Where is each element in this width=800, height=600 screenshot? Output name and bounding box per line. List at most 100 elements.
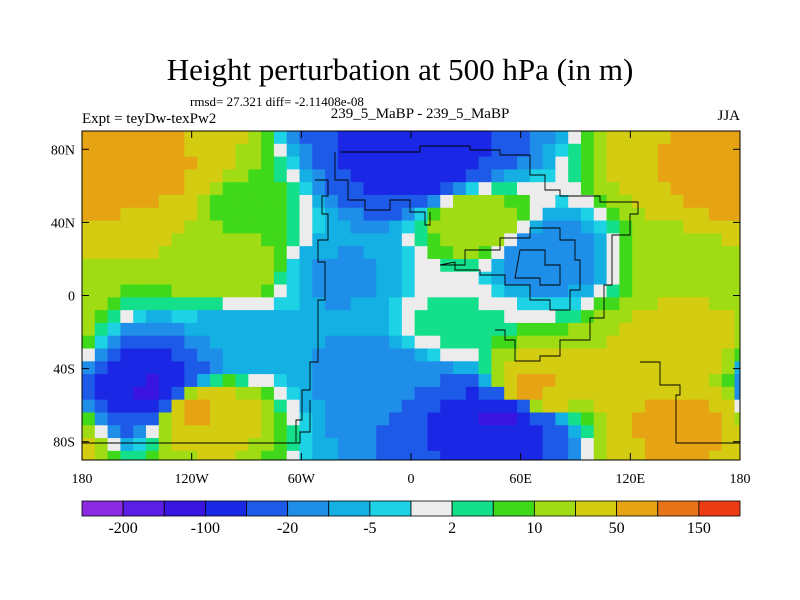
field-cell [286,450,301,460]
field-cell [286,412,301,426]
field-cell [286,182,301,196]
field-cell [453,310,467,324]
field-cell [427,322,441,337]
field-cell [568,348,582,362]
colorbar-label: 150 [687,520,711,537]
field-cell [209,156,224,170]
field-cell [363,335,377,350]
field-cell [120,156,134,170]
field-cell [504,143,518,158]
field-cell [401,233,416,247]
field-cell [427,271,441,286]
field-cell [696,348,710,362]
field-cell [184,194,198,209]
field-cell [145,297,160,311]
field-cell [350,438,365,452]
field-cell [542,131,556,145]
field-cell [542,361,556,375]
field-cell [529,194,544,209]
field-cell [478,258,493,273]
field-cell [120,182,134,196]
field-cell [683,438,697,452]
field-cell [593,143,608,158]
field-cell [376,310,390,324]
field-cell [644,194,659,209]
field-cell [337,386,352,401]
field-cell [696,169,710,183]
field-cell [580,220,595,234]
field-cell [734,143,740,158]
field-cell [94,297,109,311]
field-cell [708,143,723,158]
field-cell [286,399,301,414]
field-cell [708,233,723,247]
field-cell [542,233,556,247]
field-cell [593,361,608,375]
field-cell [465,374,480,388]
field-cell [145,374,160,388]
field-cell [145,399,160,414]
field-cell [273,258,288,273]
field-cell [82,399,96,414]
field-cell [657,425,672,439]
field-cell [337,335,352,350]
field-cell [478,438,493,452]
field-cell [504,361,518,375]
land-mask-outline [82,145,740,444]
field-cell [82,169,96,183]
field-cell [491,348,505,362]
field-cell [696,310,710,324]
field-cell [363,246,377,260]
field-cell [337,169,352,183]
field-cell [721,374,736,388]
field-cell [517,438,531,452]
field-cell [286,310,301,324]
field-cell [325,194,339,209]
field-cell [696,450,710,460]
field-cell [657,220,672,234]
field-cell [222,131,237,145]
field-cell [273,297,288,311]
field-cell [209,271,224,286]
field-cell [542,374,556,388]
field-cell [82,438,96,452]
field-cell [197,322,211,337]
field-cell [337,246,352,260]
colorbar-label: 10 [526,520,542,537]
field-cell [734,425,740,439]
field-cell [657,412,672,426]
field-cell [261,182,275,196]
field-cell [632,322,646,337]
field-cell [708,169,723,183]
field-cell [619,284,633,298]
field-cell [555,131,569,145]
field-cell [209,284,224,298]
colorbar-label: 50 [609,520,625,537]
field-cell [350,143,365,158]
field-cell [158,297,173,311]
field-cell [222,399,237,414]
field-cell [491,182,505,196]
field-cell [145,335,160,350]
field-cell [197,207,211,222]
field-cell [235,335,249,350]
field-cell [222,156,237,170]
field-cell [299,399,313,414]
field-cell [184,220,198,234]
field-cell [529,169,544,183]
field-cell [145,131,160,145]
field-cell [619,322,633,337]
field-cell [312,143,326,158]
field-cell [376,182,390,196]
field-cell [286,233,301,247]
field-cell [299,131,313,145]
field-cell [133,361,147,375]
field-cell [248,374,262,388]
field-cell [171,194,185,209]
field-cell [158,386,173,401]
case-label: 239_5_MaBP - 239_5_MaBP [330,106,510,122]
field-cell [235,143,249,158]
colorbar-label: -200 [108,520,137,537]
field-cell [133,412,147,426]
field-cell [145,143,160,158]
